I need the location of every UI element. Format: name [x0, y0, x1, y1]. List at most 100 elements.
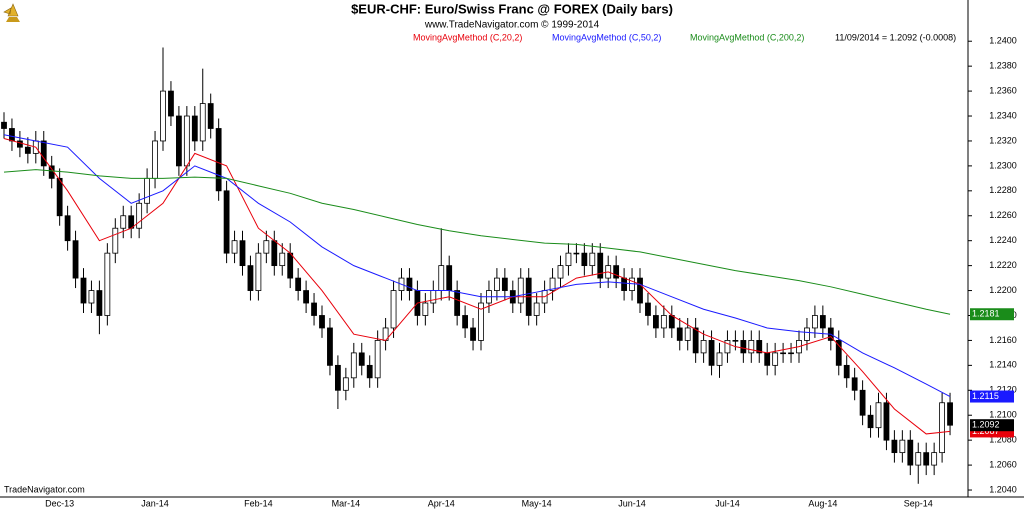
- y-tick-label: 1.2240: [989, 235, 1017, 245]
- candle-body: [462, 315, 469, 329]
- chart-subtitle: www.TradeNavigator.com © 1999-2014: [424, 20, 600, 31]
- y-tick-label: 1.2220: [989, 260, 1017, 270]
- candle-body: [112, 227, 119, 254]
- candle-body: [231, 240, 238, 254]
- candle-body: [152, 140, 158, 179]
- y-tick-label: 1.2280: [989, 185, 1017, 195]
- last-price-annotation: 11/09/2014 = 1.2092 (-0.0008): [835, 32, 956, 42]
- x-tick-label: Feb-14: [244, 498, 273, 508]
- footer-brand: TradeNavigator.com: [4, 484, 85, 494]
- candle-body: [692, 327, 699, 354]
- candle-body: [183, 115, 190, 167]
- candle-body: [597, 252, 604, 279]
- candle-body: [207, 103, 214, 129]
- x-tick-label: Apr-14: [428, 498, 455, 508]
- candle-body: [422, 302, 429, 316]
- x-tick-label: Jul-14: [715, 498, 740, 508]
- legend-entry: MovingAvgMethod (C,200,2): [690, 32, 804, 42]
- candle-body: [851, 377, 858, 391]
- candle-body: [366, 364, 373, 379]
- candle-body: [239, 240, 246, 267]
- candle-body: [947, 402, 953, 426]
- price-tag: [970, 390, 1014, 403]
- candle-body: [788, 352, 794, 355]
- candle-body: [406, 277, 413, 291]
- candle-body: [668, 315, 675, 329]
- plot-area: 1.2040 1.2060 1.2080 1.2100 1.2120 1.2140 1.21…: [1, 36, 1017, 508]
- candle-body: [684, 327, 691, 341]
- candle-body: [287, 252, 294, 279]
- price-tag: [970, 419, 1014, 432]
- moving-average-line: [3, 134, 951, 397]
- candle-body: [764, 352, 771, 366]
- candle-body: [589, 252, 596, 267]
- y-tick-label: 1.2380: [989, 61, 1017, 71]
- legend-entry: MovingAvgMethod (C,50,2): [552, 32, 661, 42]
- candle-body: [438, 265, 445, 291]
- x-tick-label: Mar-14: [332, 498, 361, 508]
- y-tick-label: 1.2320: [989, 135, 1017, 145]
- candle-body: [899, 439, 906, 454]
- candle-body: [279, 252, 286, 267]
- candle-body: [334, 364, 341, 391]
- candle-body: [843, 364, 850, 379]
- moving-average-line: [3, 137, 951, 435]
- moving-average-line: [3, 169, 951, 315]
- y-tick-label: 1.2080: [989, 435, 1017, 445]
- candle-body: [1, 121, 7, 129]
- candle-body: [549, 277, 556, 291]
- candle-body: [653, 315, 659, 329]
- candle-body: [104, 252, 111, 316]
- x-tick-label: Aug-14: [808, 498, 837, 508]
- candle-body: [573, 252, 580, 255]
- logo: [3, 3, 20, 22]
- candle-body: [350, 352, 357, 379]
- candle-body: [263, 240, 270, 254]
- candle-body: [581, 252, 588, 267]
- y-tick-label: 1.2300: [989, 160, 1017, 170]
- candle-body: [931, 452, 938, 466]
- candle-body: [923, 452, 930, 466]
- candle-body: [700, 340, 707, 354]
- candle-body: [247, 265, 254, 291]
- price-tag-label: 1.2181: [972, 309, 1000, 319]
- candle-body: [939, 402, 945, 454]
- candle-body: [271, 240, 278, 267]
- candle-body: [812, 315, 818, 329]
- candle-body: [660, 315, 667, 329]
- candle-body: [223, 190, 230, 254]
- candle-body: [136, 202, 143, 229]
- candle-body: [80, 277, 87, 304]
- candle-body: [891, 439, 898, 454]
- candle-body: [907, 439, 914, 466]
- candle-body: [199, 103, 206, 142]
- candle-body: [621, 277, 627, 291]
- legend-entry: MovingAvgMethod (C,20,2): [413, 32, 522, 42]
- candle-body: [319, 315, 325, 329]
- candle-body: [780, 352, 786, 355]
- candle-body: [215, 128, 222, 192]
- y-tick-label: 1.2400: [989, 36, 1017, 46]
- candle-body: [724, 340, 731, 354]
- candle-body: [16, 140, 23, 148]
- x-tick-label: Jun-14: [618, 498, 646, 508]
- candle-body: [295, 277, 302, 291]
- candle-body: [446, 265, 453, 291]
- candle-body: [24, 146, 31, 154]
- candle-body: [342, 377, 349, 391]
- y-tick-label: 1.2120: [989, 385, 1017, 395]
- candle-body: [390, 290, 397, 329]
- candle-body: [144, 177, 151, 204]
- y-tick-label: 1.2260: [989, 210, 1017, 220]
- candle-body: [374, 340, 381, 379]
- candle-body: [740, 340, 747, 354]
- logo-mark: [3, 3, 19, 17]
- candle-body: [716, 352, 723, 366]
- candle-body: [9, 128, 15, 142]
- candle-body: [533, 302, 540, 316]
- candle-body: [637, 277, 643, 304]
- candle-body: [303, 290, 310, 304]
- y-tick-label: 1.2160: [989, 335, 1017, 345]
- candle-body: [804, 327, 810, 341]
